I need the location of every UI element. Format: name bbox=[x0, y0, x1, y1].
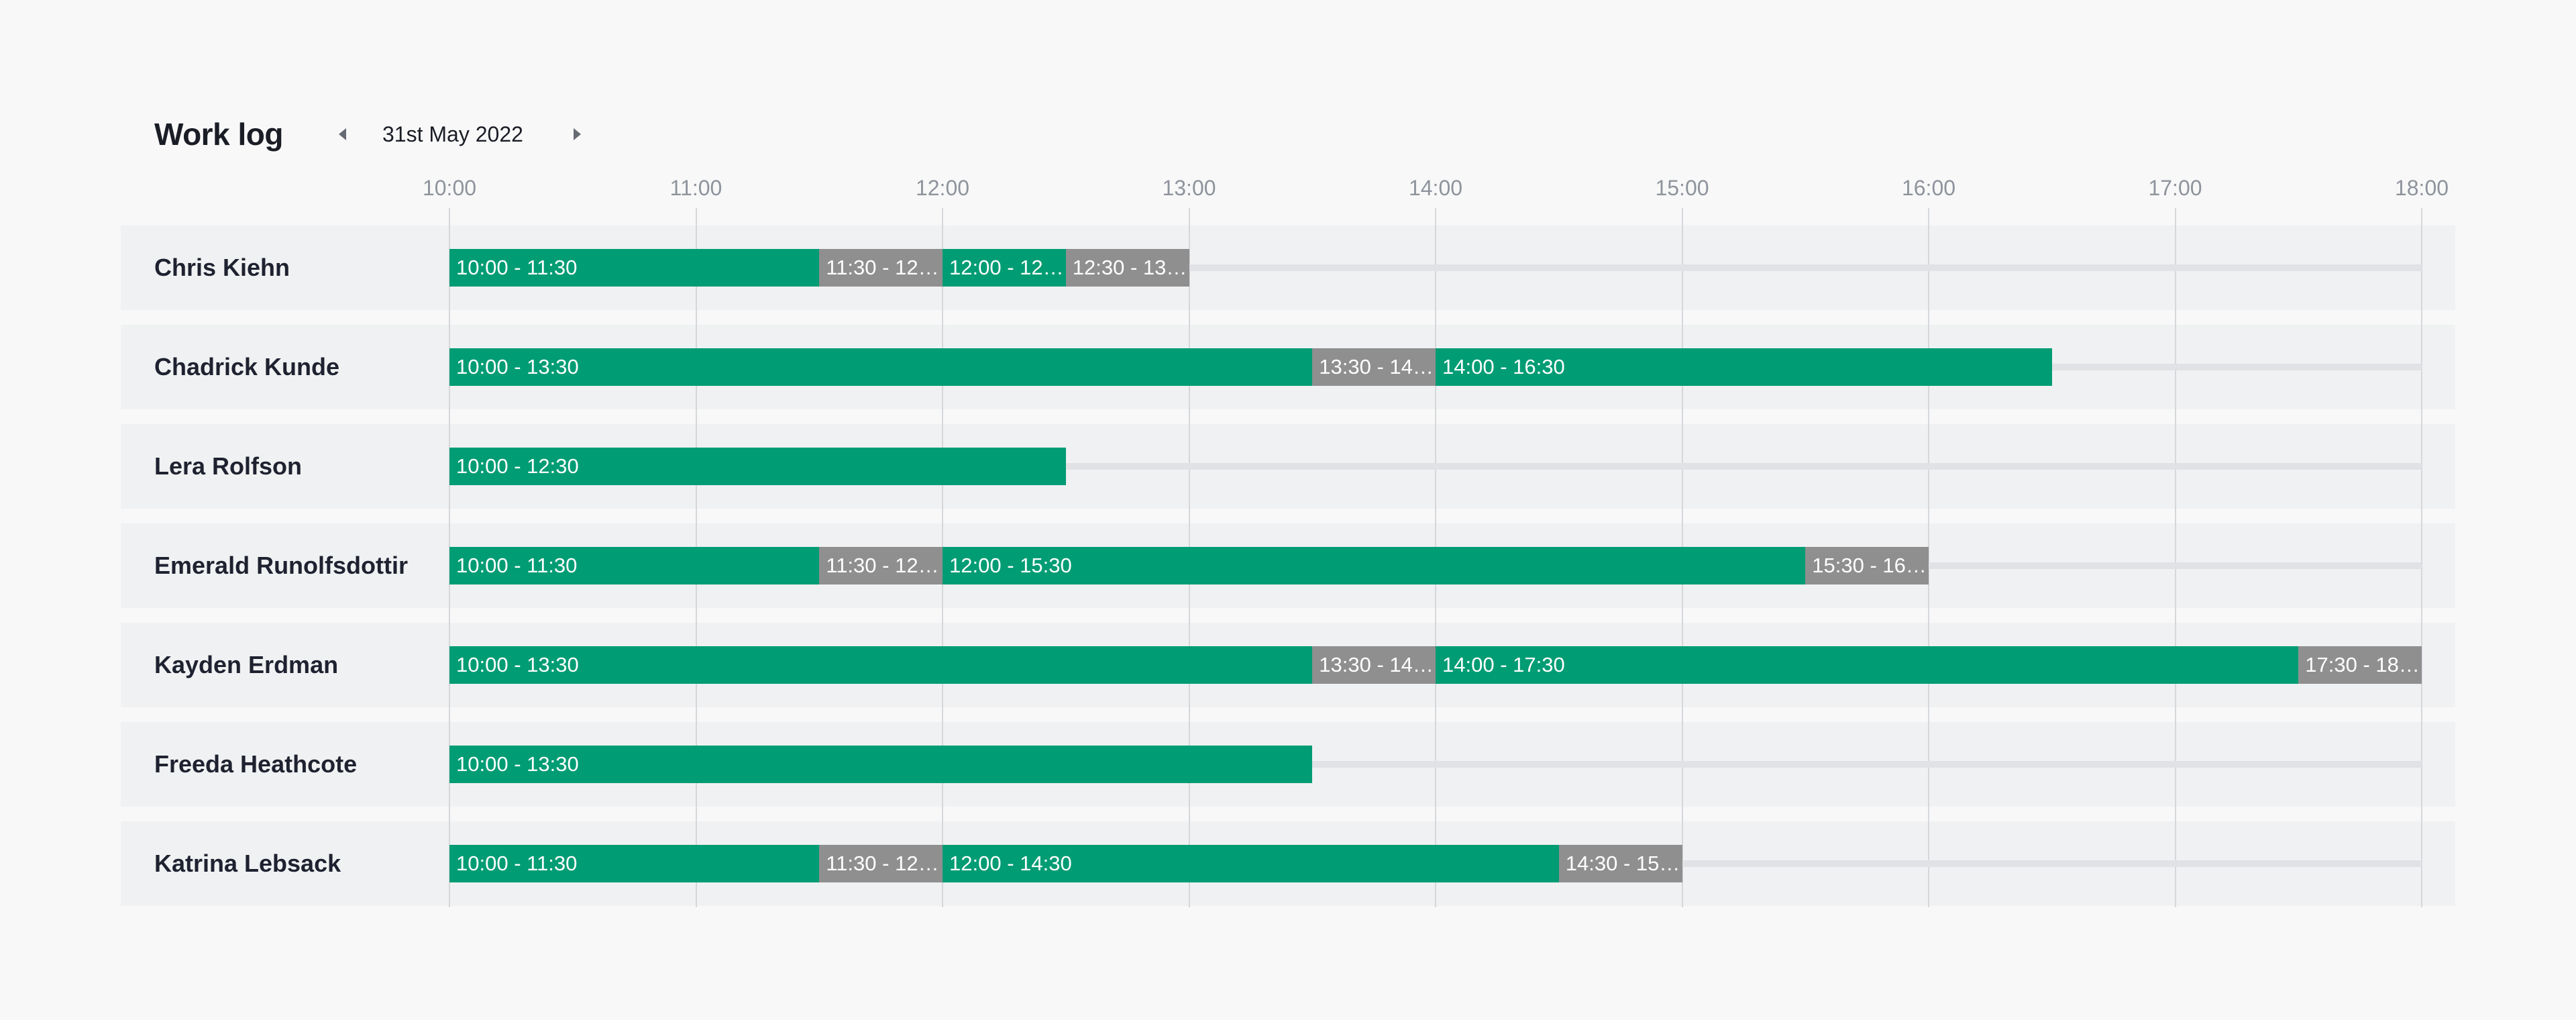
work-segment[interactable]: 12:00 - 14:30 bbox=[943, 845, 1559, 882]
timeline-track bbox=[449, 264, 2422, 271]
page-title: Work log bbox=[154, 117, 283, 152]
break-segment[interactable]: 17:30 - 18:00 bbox=[2298, 646, 2422, 684]
next-day-button[interactable] bbox=[564, 121, 590, 148]
timeline-track bbox=[449, 761, 2422, 768]
work-segment[interactable]: 10:00 - 11:30 bbox=[449, 845, 820, 882]
time-tick-label: 16:00 bbox=[1901, 176, 1956, 200]
hour-gridline bbox=[2174, 208, 2176, 907]
worker-name: Emerald Runolfsdottir bbox=[154, 552, 409, 579]
work-segment[interactable]: 10:00 - 11:30 bbox=[449, 547, 820, 584]
work-segment[interactable]: 10:00 - 11:30 bbox=[449, 249, 820, 287]
previous-day-button[interactable] bbox=[329, 121, 356, 148]
time-tick-label: 18:00 bbox=[2394, 176, 2449, 200]
break-segment[interactable]: 15:30 - 16:00 bbox=[1805, 547, 1929, 584]
break-segment[interactable]: 13:30 - 14:00 bbox=[1312, 646, 1436, 684]
worker-name: Chadrick Kunde bbox=[154, 353, 340, 380]
worker-name: Katrina Lebsack bbox=[154, 850, 341, 877]
work-segment[interactable]: 10:00 - 13:30 bbox=[449, 746, 1313, 783]
time-tick-label: 14:00 bbox=[1408, 176, 1463, 200]
worker-name: Freeda Heathcote bbox=[154, 750, 358, 778]
time-tick-label: 12:00 bbox=[915, 176, 970, 200]
worker-name: Kayden Erdman bbox=[154, 651, 339, 678]
time-tick-label: 17:00 bbox=[2148, 176, 2202, 200]
break-segment[interactable]: 11:30 - 12:00 bbox=[819, 249, 943, 287]
break-segment[interactable]: 13:30 - 14:00 bbox=[1312, 348, 1436, 386]
caret-left-icon bbox=[338, 128, 346, 140]
break-segment[interactable]: 14:30 - 15:00 bbox=[1558, 845, 1682, 882]
break-segment[interactable]: 11:30 - 12:00 bbox=[819, 547, 943, 584]
caret-right-icon bbox=[573, 128, 581, 140]
time-tick-label: 15:00 bbox=[1655, 176, 1709, 200]
time-tick-label: 11:00 bbox=[669, 176, 722, 200]
worker-name: Chris Kiehn bbox=[154, 254, 290, 281]
header: Work log 31st May 2022 bbox=[154, 107, 581, 161]
hour-gridline bbox=[1928, 208, 1929, 907]
hour-gridline bbox=[2421, 208, 2422, 907]
work-segment[interactable]: 12:00 - 12:30 bbox=[943, 249, 1066, 287]
work-segment[interactable]: 10:00 - 13:30 bbox=[449, 646, 1313, 684]
work-segment[interactable]: 14:00 - 17:30 bbox=[1436, 646, 2299, 684]
work-segment[interactable]: 12:00 - 15:30 bbox=[943, 547, 1806, 584]
time-tick-label: 10:00 bbox=[422, 176, 477, 200]
work-segment[interactable]: 10:00 - 13:30 bbox=[449, 348, 1313, 386]
break-segment[interactable]: 11:30 - 12:00 bbox=[819, 845, 943, 882]
time-tick-label: 13:00 bbox=[1162, 176, 1216, 200]
break-segment[interactable]: 12:30 - 13:00 bbox=[1065, 249, 1189, 287]
current-date: 31st May 2022 bbox=[382, 122, 523, 146]
timeline-track bbox=[449, 463, 2422, 470]
work-segment[interactable]: 10:00 - 12:30 bbox=[449, 448, 1066, 485]
work-segment[interactable]: 14:00 - 16:30 bbox=[1436, 348, 2052, 386]
worker-name: Lera Rolfson bbox=[154, 452, 303, 480]
